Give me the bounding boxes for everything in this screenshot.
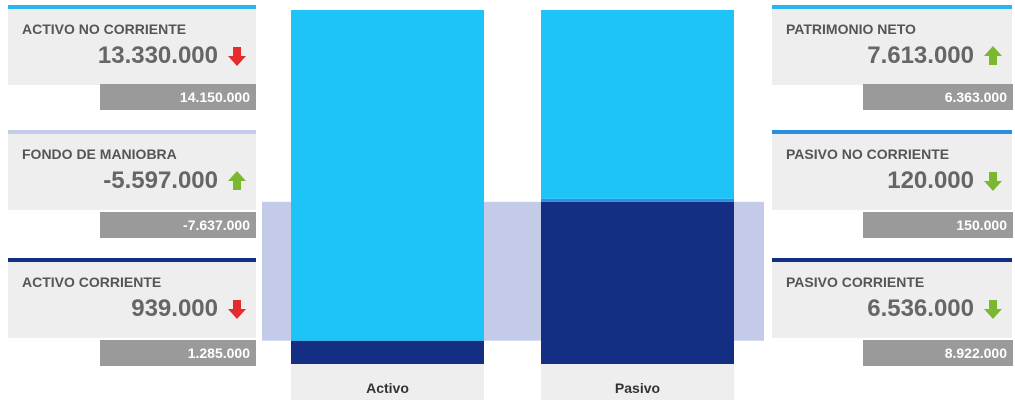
previous-value: 8.922.000 bbox=[863, 340, 1013, 366]
previous-value: 150.000 bbox=[863, 212, 1013, 238]
card-title: PASIVO NO CORRIENTE bbox=[786, 146, 950, 162]
card-activo-corriente: ACTIVO CORRIENTE 939.000 bbox=[8, 258, 256, 338]
card-pasivo-no-corriente: PASIVO NO CORRIENTE 120.000 bbox=[772, 130, 1012, 210]
arrow-down-icon bbox=[984, 300, 1002, 319]
bar-segment-activo-2 bbox=[291, 10, 484, 341]
card-accent bbox=[8, 130, 256, 134]
arrow-up-icon bbox=[228, 171, 246, 190]
card-title: PASIVO CORRIENTE bbox=[786, 274, 925, 290]
card-patrimonio-neto: PATRIMONIO NETO 7.613.000 bbox=[772, 5, 1012, 85]
category-label-activo: Activo bbox=[291, 364, 484, 400]
previous-value: -7.637.000 bbox=[100, 212, 256, 238]
card-value: 13.330.000 bbox=[97, 42, 218, 69]
arrow-up-icon bbox=[984, 46, 1002, 65]
bar-segment-pasivo-0 bbox=[541, 201, 734, 364]
arrow-down-icon bbox=[228, 300, 246, 319]
category-label-pasivo: Pasivo bbox=[541, 364, 734, 400]
card-accent bbox=[8, 5, 256, 9]
card-value: 7.613.000 bbox=[867, 42, 974, 69]
card-accent bbox=[8, 258, 256, 262]
card-title: PATRIMONIO NETO bbox=[786, 21, 916, 37]
card-activo-no-corriente: ACTIVO NO CORRIENTE 13.330.000 bbox=[8, 5, 256, 85]
previous-value: 14.150.000 bbox=[100, 84, 256, 110]
arrow-down-icon bbox=[984, 172, 1002, 191]
card-value: 120.000 bbox=[887, 167, 974, 194]
bar-segment-pasivo-1 bbox=[541, 198, 734, 202]
bar-segment-pasivo-2 bbox=[541, 10, 734, 199]
fondo-de-maniobra-band bbox=[262, 201, 764, 341]
card-title: FONDO DE MANIOBRA bbox=[22, 146, 177, 162]
card-accent bbox=[772, 258, 1012, 262]
card-accent bbox=[772, 5, 1012, 9]
card-fondo-de-maniobra: FONDO DE MANIOBRA -5.597.000 bbox=[8, 130, 256, 210]
card-value: 6.536.000 bbox=[867, 295, 974, 322]
card-value: 939.000 bbox=[131, 295, 218, 322]
bar-segment-activo-0 bbox=[291, 340, 484, 364]
card-title: ACTIVO NO CORRIENTE bbox=[22, 21, 187, 37]
card-accent bbox=[772, 130, 1012, 134]
arrow-down-icon bbox=[228, 47, 246, 66]
previous-value: 6.363.000 bbox=[863, 84, 1013, 110]
previous-value: 1.285.000 bbox=[100, 340, 256, 366]
card-pasivo-corriente: PASIVO CORRIENTE 6.536.000 bbox=[772, 258, 1012, 338]
card-value: -5.597.000 bbox=[103, 167, 218, 194]
card-title: ACTIVO CORRIENTE bbox=[22, 274, 162, 290]
